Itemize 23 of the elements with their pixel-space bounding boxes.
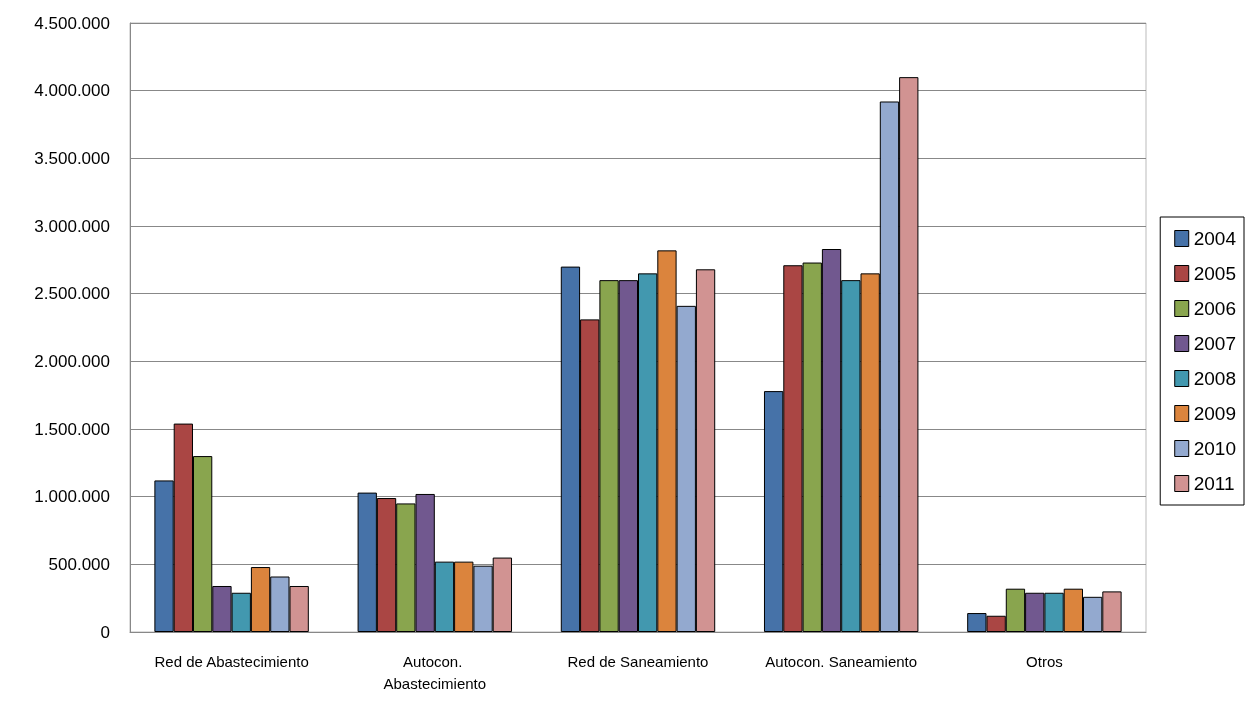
legend-label: 2009	[1193, 403, 1237, 424]
legend-label: 2008	[1193, 368, 1237, 389]
y-tick-label: 1.500.000	[34, 419, 110, 439]
legend-label: 2005	[1193, 263, 1237, 284]
x-tick-label: Red de Abastecimiento	[154, 652, 309, 670]
legend-label: 2011	[1193, 473, 1235, 494]
legend-label: 2007	[1193, 333, 1237, 354]
y-tick-label: 2.500.000	[34, 284, 110, 304]
y-tick-label: 2.000.000	[34, 351, 110, 371]
y-tick-label: 0	[100, 622, 110, 642]
legend-label: 2010	[1193, 438, 1237, 459]
x-tick-label: Autocon. Abastecimiento	[383, 652, 487, 692]
y-tick-label: 4.500.000	[34, 13, 110, 33]
x-tick-label: Otros	[1026, 652, 1063, 670]
y-tick-label: 4.000.000	[34, 81, 110, 101]
legend-label: 2004	[1193, 228, 1237, 249]
x-tick-label: Autocon. Saneamiento	[765, 652, 918, 670]
x-tick-label: Red de Saneamiento	[567, 652, 709, 670]
y-tick-label: 3.000.000	[34, 216, 110, 236]
y-tick-label: 500.000	[48, 554, 110, 574]
y-tick-label: 3.500.000	[34, 148, 110, 168]
y-tick-label: 1.000.000	[34, 487, 110, 507]
legend-label: 2006	[1193, 298, 1237, 319]
